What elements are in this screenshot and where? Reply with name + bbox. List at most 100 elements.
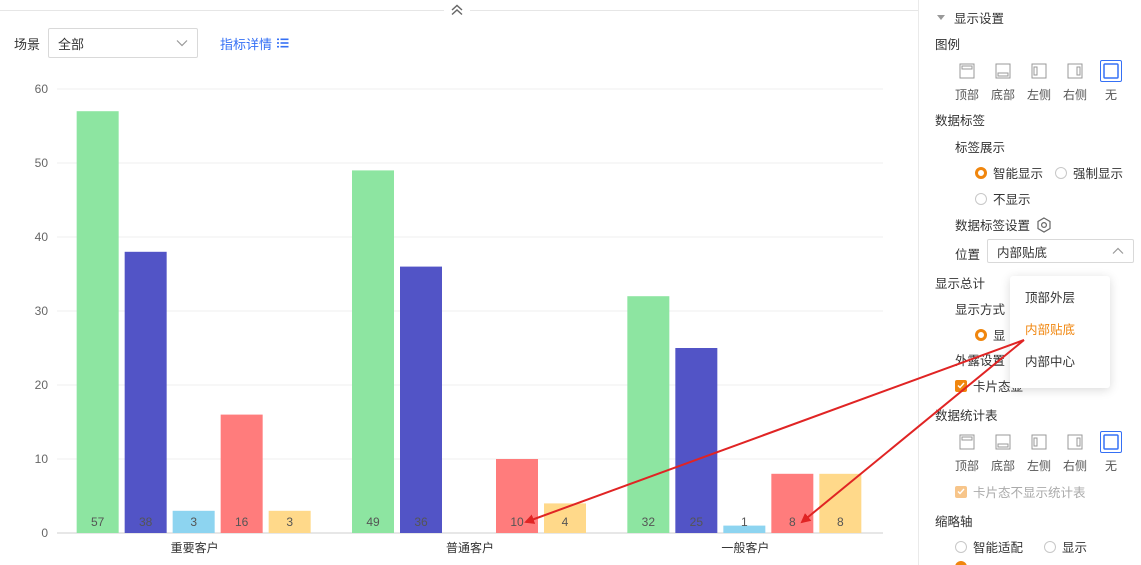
legend-top-icon [956,60,978,82]
radio-force-display-label: 强制显示 [1073,167,1124,181]
data-label: 57 [91,515,105,529]
zoom-axis-title: 缩略轴 [935,515,973,529]
checkbox-disabled-icon [955,485,967,498]
radio-smart-display[interactable]: 智能显示 [975,163,1043,182]
position-select[interactable]: 内部贴底 [987,239,1134,263]
legend-option-label: 右侧 [1062,88,1087,102]
radio-show[interactable]: 显示 [1044,537,1087,556]
dropdown-item-inner-bottom[interactable]: 内部贴底 [1025,323,1076,337]
bar [352,170,394,533]
dropdown-item-top-outer[interactable]: 顶部外层 [1025,291,1076,305]
data-label: 8 [837,515,844,529]
dropdown-item-inner-center[interactable]: 内部中心 [1025,355,1076,369]
show-total-title: 显示总计 [935,277,986,291]
card-no-stats-label: 卡片态不显示统计表 [973,486,1086,500]
position-label: 位置 [955,248,981,262]
table-option-0[interactable]: 顶部 [949,431,985,474]
table-option-label: 右侧 [1062,459,1087,473]
data-label: 10 [510,515,524,529]
table-position-options: 顶部 底部 左侧 右侧 无 [949,431,1129,474]
radio-unchecked-icon [1055,166,1067,179]
label-settings-row: 数据标签设置 [955,215,1052,234]
radio-checked-icon [975,328,987,341]
display-settings-header[interactable]: 显示设置 [937,8,1004,27]
radio-smart-fit-label: 智能适配 [973,541,1024,555]
table-option-1[interactable]: 底部 [985,431,1021,474]
radio-no-display-label: 不显示 [993,193,1031,207]
metric-detail-link[interactable]: 指标详情 [220,34,289,53]
y-tick-label: 50 [35,156,49,170]
bar [172,510,215,533]
x-tick-label: 重要客户 [171,540,219,555]
bar [124,251,167,534]
data-label: 3 [190,515,197,529]
legend-left-icon [1028,60,1050,82]
y-tick-label: 40 [35,230,49,244]
scene-label: 场景 [14,36,41,52]
table-bottom-icon [992,431,1014,453]
data-label: 25 [690,515,704,529]
radio-unchecked-icon [1044,540,1056,553]
data-label: 3 [286,515,293,529]
table-right-icon [1064,431,1086,453]
card-no-stats-checkbox[interactable]: 卡片态不显示统计表 [955,482,1086,501]
y-tick-label: 10 [35,452,49,466]
list-icon [277,38,289,48]
x-tick-label: 一般客户 [721,540,769,555]
radio-force-display[interactable]: 强制显示 [1055,163,1123,182]
legend-option-label: 无 [1104,88,1117,102]
table-option-label: 左侧 [1026,459,1051,473]
radio-display-mode-label: 显 [993,329,1006,343]
legend-option-4[interactable]: 无 [1093,60,1129,103]
scene-select[interactable]: 全部 [48,28,199,58]
collapse-button[interactable] [444,1,470,19]
settings-gear-icon[interactable] [1036,216,1052,233]
legend-option-0[interactable]: 顶部 [949,60,985,103]
x-tick-label: 普通客户 [446,540,494,555]
bar [268,510,311,533]
label-settings-title: 数据标签设置 [955,219,1031,233]
radio-checked-icon [975,166,987,179]
table-option-label: 底部 [990,459,1015,473]
bar [76,111,119,533]
position-select-value: 内部贴底 [997,245,1048,260]
data-label: 16 [235,515,249,529]
radio-display-mode[interactable]: 显 [975,325,1006,344]
table-option-2[interactable]: 左侧 [1021,431,1057,474]
legend-option-2[interactable]: 左侧 [1021,60,1057,103]
radio-no-display[interactable]: 不显示 [975,189,1031,208]
table-option-3[interactable]: 右侧 [1057,431,1093,474]
position-dropdown-menu: 顶部外层 内部贴底 内部中心 [1010,276,1110,388]
data-label: 1 [741,515,748,529]
legend-option-3[interactable]: 右侧 [1057,60,1093,103]
caret-down-icon [937,14,945,20]
bar [627,296,670,533]
filter-row: 场景 全部 指标详情 [14,28,289,58]
y-tick-label: 20 [35,378,49,392]
table-option-label: 无 [1104,459,1117,473]
radio-smart-display-label: 智能显示 [993,167,1044,181]
table-option-4[interactable]: 无 [1093,431,1129,474]
exposure-settings-title: 外露设置 [955,354,1006,368]
bar [723,525,766,533]
bar [220,414,263,533]
display-mode-title: 显示方式 [955,303,1006,317]
y-tick-label: 30 [35,304,49,318]
grouped-bar-chart: 0 10 20 30 40 50 60 57 38 3 16 3 重要客户 49 36 10 4 普通客户 32 25… [35,82,883,555]
data-label: 36 [414,515,428,529]
legend-option-1[interactable]: 底部 [985,60,1021,103]
radio-show-label: 显示 [1062,541,1088,555]
radio-unchecked-icon [955,540,967,553]
legend-options: 顶部 底部 左侧 右侧 无 [949,60,1129,103]
radio-smart-fit[interactable]: 智能适配 [955,537,1023,556]
legend-none-icon [1100,60,1122,82]
table-top-icon [956,431,978,453]
radio-partial-icon [955,561,967,565]
chart-area: 场景 全部 指标详情 0 10 20 30 40 50 60 57 38 3 16 3 重要客户 49 36… [0,1,918,555]
data-label: 8 [789,515,796,529]
legend-option-label: 左侧 [1026,88,1051,102]
data-label: 4 [562,515,569,529]
y-tick-label: 60 [35,82,49,96]
chevron-up-icon [1112,247,1124,254]
legend-option-label: 顶部 [954,88,979,102]
